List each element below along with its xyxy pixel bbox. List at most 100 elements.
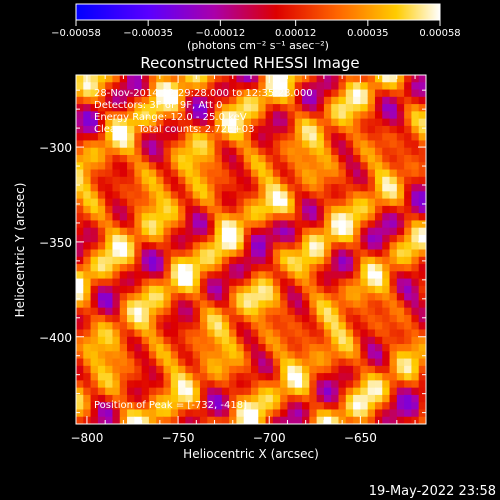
- heatmap-cell: [90, 184, 99, 192]
- heatmap-cell: [163, 402, 172, 410]
- heatmap-cell: [272, 96, 281, 105]
- heatmap-cell: [287, 220, 296, 229]
- heatmap-cell: [389, 373, 398, 381]
- heatmap-cell: [389, 307, 398, 316]
- heatmap-cell: [404, 409, 412, 418]
- colorbar: [75, 3, 441, 21]
- heatmap-cell: [221, 75, 230, 83]
- heatmap-cell: [287, 409, 296, 418]
- heatmap-cell: [207, 249, 216, 258]
- heatmap-cell: [192, 278, 201, 287]
- heatmap-cell: [294, 314, 303, 323]
- heatmap-cell: [97, 191, 106, 200]
- heatmap-cell: [185, 162, 194, 171]
- heatmap-cell: [323, 358, 332, 367]
- heatmap-cell: [141, 380, 150, 389]
- heatmap-cell: [170, 191, 179, 200]
- heatmap-cell: [90, 264, 99, 272]
- heatmap-cell: [382, 293, 391, 301]
- heatmap-cell: [127, 394, 135, 403]
- heatmap-cell: [331, 96, 339, 105]
- heatmap-cell: [396, 198, 405, 207]
- heatmap-cell: [353, 75, 361, 83]
- heatmap-cell: [127, 351, 135, 360]
- heatmap-cell: [360, 118, 369, 127]
- heatmap-cell: [287, 249, 296, 258]
- heatmap-cell: [265, 96, 274, 105]
- heatmap-cell: [83, 387, 92, 396]
- heatmap-cell: [243, 140, 252, 149]
- heatmap-cell: [119, 176, 128, 185]
- heatmap-cell: [199, 147, 208, 156]
- heatmap-cell: [229, 402, 237, 410]
- heatmap-cell: [199, 75, 208, 83]
- heatmap-cell: [236, 154, 245, 163]
- heatmap-cell: [258, 380, 267, 389]
- heatmap-cell: [192, 169, 201, 178]
- heatmap-cell: [374, 133, 383, 141]
- heatmap-cell: [170, 140, 179, 149]
- heatmap-cell: [221, 133, 230, 141]
- heatmap-cell: [90, 344, 99, 352]
- heatmap-cell: [265, 344, 274, 352]
- heatmap-cell: [309, 300, 318, 309]
- heatmap-cell: [396, 220, 405, 229]
- heatmap-cell: [83, 154, 92, 163]
- heatmap-cell: [207, 162, 216, 171]
- heatmap-cell: [119, 314, 128, 323]
- heatmap-cell: [396, 416, 405, 425]
- heatmap-cell: [76, 365, 84, 374]
- heatmap-cell: [404, 220, 412, 229]
- heatmap-cell: [163, 234, 172, 243]
- heatmap-cell: [134, 373, 143, 381]
- heatmap-cell: [251, 125, 259, 134]
- heatmap-cell: [272, 184, 281, 192]
- heatmap-cell: [294, 242, 303, 250]
- heatmap-cell: [367, 358, 376, 367]
- heatmap-cell: [309, 329, 318, 338]
- heatmap-cell: [119, 133, 128, 141]
- heatmap-cell: [382, 75, 391, 83]
- heatmap-cell: [294, 365, 303, 374]
- heatmap-cell: [287, 307, 296, 316]
- heatmap-cell: [396, 169, 405, 178]
- heatmap-cell: [353, 184, 361, 192]
- heatmap-cell: [251, 278, 259, 287]
- heatmap-cell: [323, 198, 332, 207]
- heatmap-cell: [367, 82, 376, 91]
- heatmap-cell: [367, 242, 376, 250]
- heatmap-cell: [83, 198, 92, 207]
- heatmap-cell: [185, 293, 194, 301]
- heatmap-cell: [331, 300, 339, 309]
- heatmap-cell: [302, 147, 310, 156]
- heatmap-cell: [199, 351, 208, 360]
- heatmap-cell: [243, 96, 252, 105]
- heatmap-cell: [148, 336, 157, 345]
- heatmap-cell: [141, 358, 150, 367]
- heatmap-cell: [418, 82, 427, 91]
- heatmap-cell: [178, 213, 186, 221]
- heatmap-cell: [404, 322, 412, 330]
- heatmap-cell: [207, 242, 216, 250]
- heatmap-cell: [272, 293, 281, 301]
- heatmap-cell: [374, 111, 383, 120]
- heatmap-cell: [221, 227, 230, 236]
- heatmap-cell: [374, 336, 383, 345]
- heatmap-cell: [280, 314, 288, 323]
- heatmap-cell: [105, 365, 113, 374]
- heatmap-cell: [90, 322, 99, 330]
- heatmap-cell: [309, 169, 318, 178]
- heatmap-cell: [338, 104, 347, 112]
- heatmap-cell: [280, 409, 288, 418]
- heatmap-cell: [243, 402, 252, 410]
- heatmap-cell: [265, 205, 274, 214]
- heatmap-cell: [221, 213, 230, 221]
- heatmap-cell: [214, 329, 223, 338]
- y-tick-label: −300: [39, 141, 72, 155]
- heatmap-cell: [127, 133, 135, 141]
- heatmap-cell: [229, 154, 237, 163]
- heatmap-cell: [360, 125, 369, 134]
- heatmap-cell: [309, 96, 318, 105]
- heatmap-cell: [353, 336, 361, 345]
- heatmap-cell: [287, 111, 296, 120]
